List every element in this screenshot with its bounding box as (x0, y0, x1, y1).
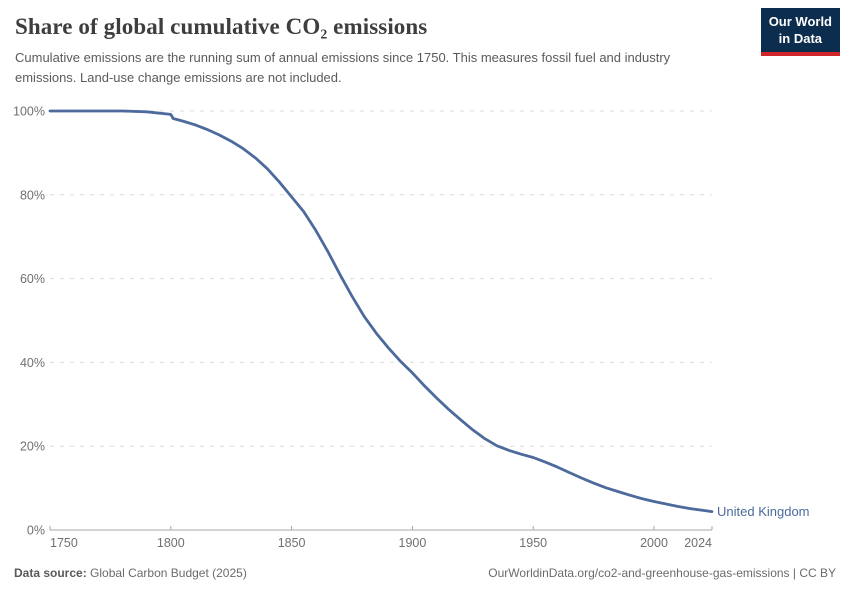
data-source-label: Data source: (14, 566, 87, 580)
uk-series-line (48, 109, 714, 513)
chart-footer: Data source: Global Carbon Budget (2025)… (14, 566, 836, 580)
chart-subtitle: Cumulative emissions are the running sum… (15, 50, 671, 85)
y-tick-label-40: 40% (20, 356, 45, 370)
page-title: Share of global cumulative CO₂ emissions (15, 14, 428, 39)
owid-logo: Our World in Data (760, 8, 840, 56)
chart-canvas: 0% 20% 40% 60% 80% 100% 1750 1800 1850 1900 1950 20… (13, 105, 810, 551)
y-tick-label-0: 0% (27, 524, 45, 538)
x-tick-label-2000: 2000 (640, 536, 668, 550)
x-tick-label-1750: 1750 (50, 536, 78, 550)
y-tick-label-60: 60% (20, 272, 45, 286)
x-tick-label-1900: 1900 (399, 536, 427, 550)
data-source-text: Global Carbon Budget (2025) (90, 566, 247, 580)
x-tick-label-1850: 1850 (278, 536, 306, 550)
owid-logo-line2: in Data (778, 30, 823, 46)
data-source: Data source: Global Carbon Budget (2025) (14, 566, 247, 580)
series-end-label: United Kingdom (717, 504, 810, 519)
footer-url-license: OurWorldinData.org/co2-and-greenhouse-ga… (488, 566, 836, 580)
x-tick-label-2024: 2024 (684, 536, 712, 550)
y-tick-label-100: 100% (13, 105, 45, 119)
y-tick-label-20: 20% (20, 440, 45, 454)
chart-header: Share of global cumulative CO₂ emissions… (15, 14, 730, 87)
x-tick-label-1800: 1800 (157, 536, 185, 550)
owid-logo-line1: Our World (768, 14, 832, 29)
y-tick-label-80: 80% (20, 188, 45, 202)
x-tick-label-1950: 1950 (519, 536, 547, 550)
